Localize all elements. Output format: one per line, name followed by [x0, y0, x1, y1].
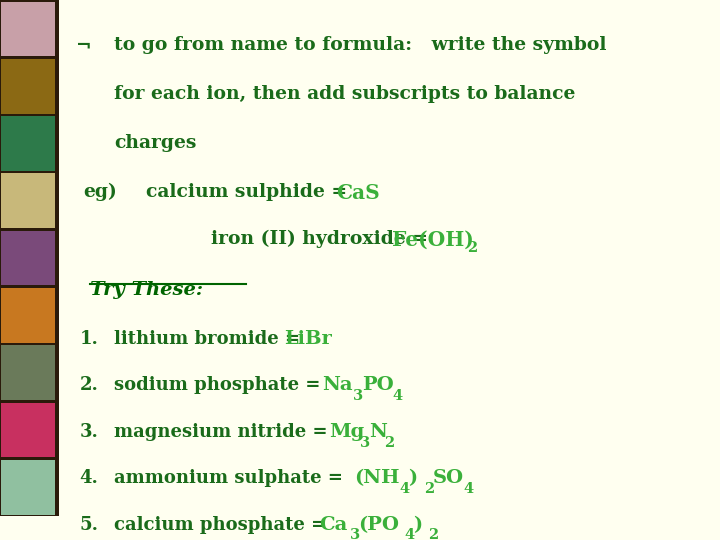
- Text: 4: 4: [463, 482, 473, 496]
- Bar: [1, 231, 55, 286]
- Text: 4.: 4.: [80, 469, 99, 487]
- Bar: [1, 403, 55, 457]
- Bar: [1, 288, 55, 343]
- Text: 2: 2: [384, 436, 395, 450]
- Text: magnesium nitride =: magnesium nitride =: [114, 423, 334, 441]
- Text: calcium sulphide =: calcium sulphide =: [145, 183, 354, 201]
- Text: 2.: 2.: [80, 376, 99, 394]
- Text: 3.: 3.: [80, 423, 99, 441]
- Bar: [0, 0, 59, 516]
- Text: 2: 2: [428, 529, 438, 540]
- Text: to go from name to formula:   write the symbol: to go from name to formula: write the sy…: [114, 36, 607, 54]
- Text: 3: 3: [349, 529, 359, 540]
- Bar: [1, 116, 55, 171]
- Text: 4: 4: [392, 389, 402, 403]
- Text: CaS: CaS: [336, 183, 380, 203]
- Text: 1.: 1.: [80, 330, 99, 348]
- Bar: [1, 345, 55, 400]
- Text: Try These:: Try These:: [90, 281, 203, 299]
- Text: iron (II) hydroxide =: iron (II) hydroxide =: [145, 230, 434, 248]
- Bar: [1, 2, 55, 56]
- Text: SO: SO: [433, 469, 464, 487]
- Text: Ca: Ca: [319, 516, 347, 534]
- Text: ¬: ¬: [76, 36, 92, 54]
- Text: 3: 3: [360, 436, 370, 450]
- Bar: [1, 460, 55, 515]
- Bar: [1, 59, 55, 113]
- Text: lithium bromide =: lithium bromide =: [114, 330, 307, 348]
- Text: 5.: 5.: [80, 516, 99, 534]
- Text: Fe(OH): Fe(OH): [392, 230, 474, 249]
- Text: 2: 2: [423, 482, 434, 496]
- Text: eg): eg): [84, 183, 117, 201]
- Text: for each ion, then add subscripts to balance: for each ion, then add subscripts to bal…: [114, 85, 576, 103]
- Text: LiBr: LiBr: [284, 330, 332, 348]
- Text: 2: 2: [467, 241, 477, 255]
- Bar: [1, 173, 55, 228]
- Text: 4: 4: [404, 529, 415, 540]
- Text: charges: charges: [114, 134, 197, 152]
- Text: ): ): [408, 469, 418, 487]
- Text: ammonium sulphate =: ammonium sulphate =: [114, 469, 349, 487]
- Text: 4: 4: [400, 482, 410, 496]
- Text: (PO: (PO: [359, 516, 400, 534]
- Text: (NH: (NH: [354, 469, 399, 487]
- Text: ): ): [413, 516, 423, 534]
- Text: PO: PO: [362, 376, 394, 394]
- Text: 3: 3: [353, 389, 363, 403]
- Text: Na: Na: [323, 376, 353, 394]
- Text: sodium phosphate =: sodium phosphate =: [114, 376, 327, 394]
- Text: Mg: Mg: [329, 423, 364, 441]
- Text: calcium phosphate =: calcium phosphate =: [114, 516, 333, 534]
- Text: N: N: [369, 423, 387, 441]
